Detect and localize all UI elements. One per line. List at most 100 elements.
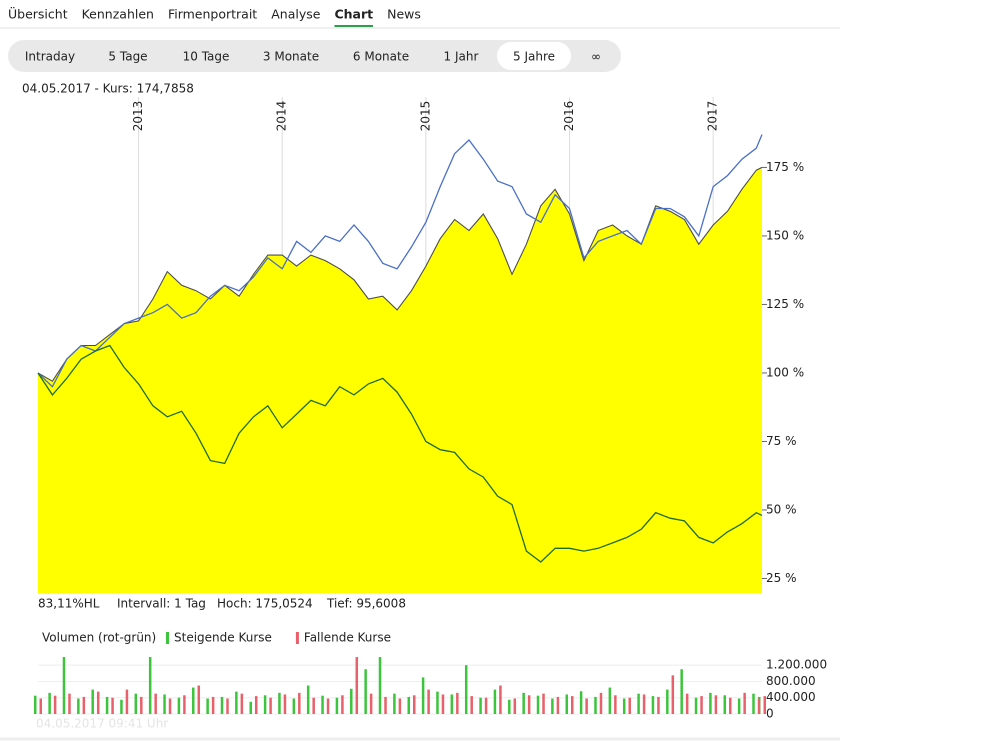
stat: Intervall: 1 Tag [117,597,206,611]
y-tick-label: 100 % [766,365,804,379]
volume-bar [737,698,741,714]
volume-bar [527,695,531,714]
x-tick-label: 2014 [275,101,289,132]
volume-bar [556,696,560,714]
y-tick-label: 175 % [766,160,804,174]
volume-bar [125,689,129,714]
stat: Hoch: 175,0524 [217,597,313,611]
volume-bar [168,698,172,714]
volume-bar [278,692,281,714]
volume-bar [579,691,583,714]
y-tick-label: 0 [766,707,774,721]
volume-bar [111,697,114,714]
volume-bar [470,696,473,714]
legend-swatch [166,632,169,644]
volume-bar [614,695,617,714]
volume-bar [254,696,258,714]
volume-bar [536,695,540,714]
range-button[interactable]: 10 Tage [183,50,230,64]
nav-tab[interactable]: Übersicht [8,6,68,22]
volume-bar [235,691,238,714]
volume-bar [622,698,626,714]
nav-tab[interactable]: Analyse [271,7,321,22]
volume-bar [211,696,215,714]
volume-bar [326,698,330,714]
volume-bar [263,695,267,714]
volume-bar [140,696,143,714]
timestamp: 04.05.2017 09:41 Uhr [36,717,168,731]
volume-bar [77,698,80,714]
y-tick-label: 75 % [766,434,797,448]
volume-bar [269,697,272,714]
volume-bar [651,696,655,714]
volume-bar [479,697,482,714]
range-button[interactable]: Intraday [25,50,75,64]
y-tick-label: 25 % [766,571,797,585]
volume-bar [412,695,416,714]
range-button[interactable]: ∞ [591,50,601,64]
nav-tab[interactable]: Kennzahlen [82,7,154,22]
volume-bar [637,693,640,714]
volume-bar [407,696,410,714]
volume-bar [48,692,51,714]
volume-bar [508,699,511,714]
nav-tab[interactable]: Chart [334,7,373,22]
volume-bar [450,694,454,714]
y-tick-label: 50 % [766,502,797,516]
volume-bar [757,698,761,714]
volume-bar [398,698,402,714]
volume-bar [120,699,123,714]
volume-bar [743,692,746,714]
volume-bar [292,698,296,714]
volume-bar [53,695,57,714]
volume-bar [312,697,315,714]
area [38,167,762,593]
volume-bar [148,657,152,714]
volume-bar [335,697,339,714]
active-range [497,42,571,70]
y-tick-label: 800.000 [766,674,816,688]
volume-bar [657,696,660,714]
volume-bar [192,687,195,714]
volume-bar [96,691,100,714]
volume-bar [34,695,37,714]
y-tick-label: 125 % [766,297,804,311]
volume-bar [571,696,574,714]
volume-bar [321,695,324,714]
volume-bar [378,657,382,714]
volume-bar [197,685,201,714]
volume-bar [82,696,86,714]
volume-bar [456,692,459,714]
volume-bar [493,689,497,714]
volume-bar [39,698,42,714]
volume-bar [628,697,631,714]
volume-bar [436,691,439,714]
x-tick-label: 2015 [418,101,432,132]
stat: 83,11%HL [38,597,100,611]
range-button[interactable]: 6 Monate [353,50,409,64]
nav-tab[interactable]: News [387,7,421,22]
legend-label: Steigende Kurse [174,631,272,645]
range-button[interactable]: 5 Tage [108,50,147,64]
volume-bar [700,696,703,714]
volume-bar [306,685,310,714]
volume-bar [594,696,597,714]
range-button[interactable]: 1 Jahr [444,50,479,64]
range-bar [8,40,621,72]
volume-bar [62,657,66,714]
nav-tab[interactable]: Firmenportrait [168,7,257,22]
range-button[interactable]: 5 Jahre [513,50,555,64]
info-line: 04.05.2017 - Kurs: 174,7858 [22,82,194,96]
volume-bar [68,693,71,714]
volume-bar [464,665,468,714]
volume-bar [484,697,488,714]
volume-bar [206,698,209,714]
range-button[interactable]: 3 Monate [263,50,319,64]
stat: Tief: 95,6008 [326,597,406,611]
volume-bar [499,685,502,714]
volume-bar [226,698,229,714]
volume-bar [542,693,545,714]
volume-bar [671,675,675,714]
volume-bar [341,695,344,714]
volume-bar [163,694,166,714]
